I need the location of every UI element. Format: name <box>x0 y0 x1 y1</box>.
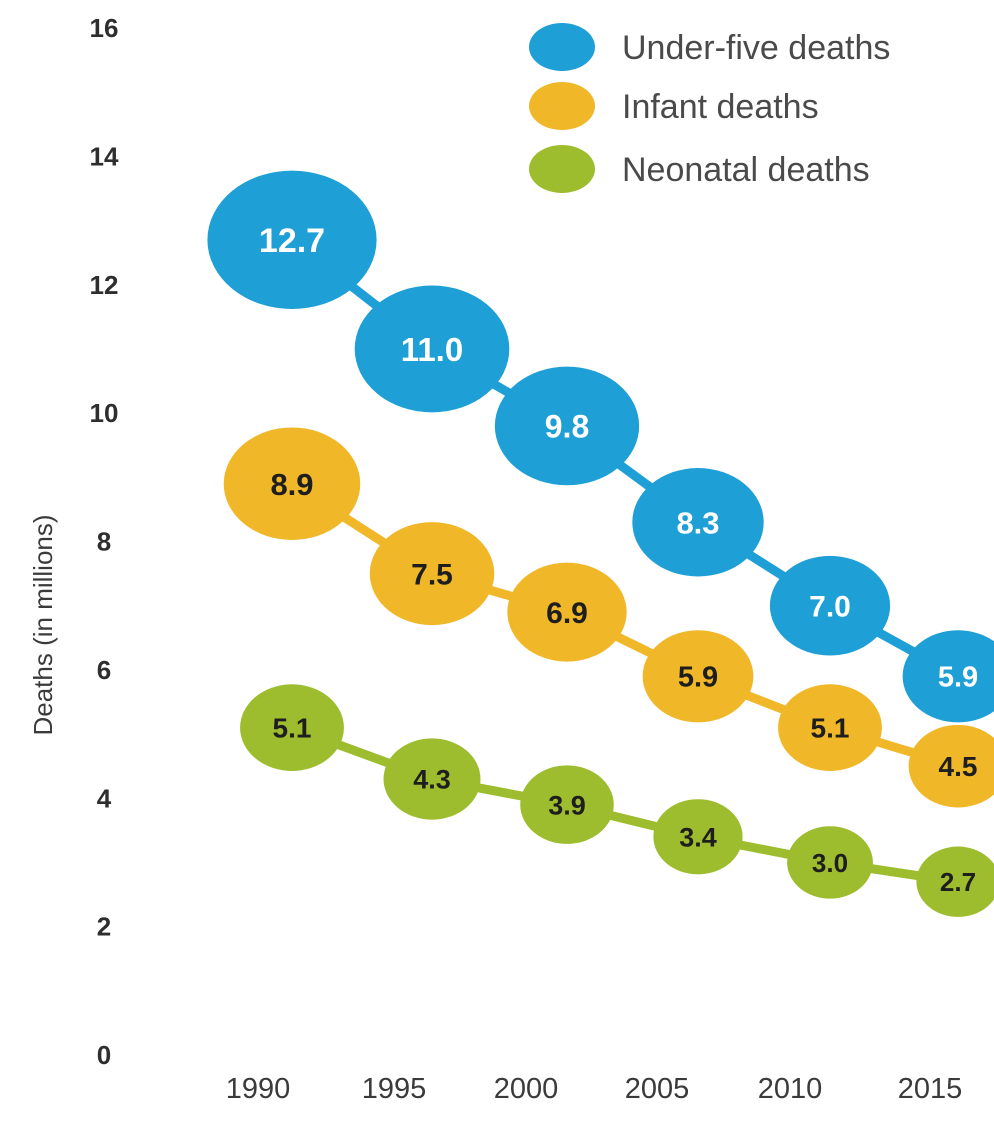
legend-label: Infant deaths <box>622 88 819 126</box>
data-point-bubble <box>494 366 640 486</box>
data-label: 4.5 <box>939 751 978 782</box>
data-label: 8.9 <box>270 467 313 502</box>
data-point-bubble <box>632 468 764 577</box>
data-label: 3.9 <box>548 790 586 820</box>
data-point-bubble <box>240 684 344 771</box>
data-label: 2.7 <box>940 867 976 897</box>
legend-swatch <box>529 145 595 193</box>
data-label: 5.9 <box>938 662 978 694</box>
y-tick-label: 8 <box>97 527 111 557</box>
x-tick-label: 2010 <box>758 1073 823 1105</box>
legend: Under-five deaths Infant deaths Neonatal d… <box>529 23 890 193</box>
legend-item: Infant deaths <box>529 82 819 130</box>
data-label: 7.5 <box>411 558 453 591</box>
data-label: 11.0 <box>401 331 463 368</box>
legend-item: Under-five deaths <box>529 23 890 71</box>
legend-label: Neonatal deaths <box>622 151 870 189</box>
legend-item: Neonatal deaths <box>529 145 870 193</box>
series-layer: 12.711.09.88.37.05.98.97.56.95.95.14.55.… <box>207 170 994 917</box>
data-point-bubble <box>902 630 994 723</box>
y-tick-label: 2 <box>97 912 111 942</box>
legend-label: Under-five deaths <box>622 29 890 67</box>
y-tick-label: 6 <box>97 655 111 685</box>
data-point-bubble <box>642 630 754 723</box>
data-point-bubble <box>383 738 481 820</box>
y-tick-label: 4 <box>97 783 112 813</box>
data-label: 12.7 <box>259 222 325 260</box>
x-tick-label: 2000 <box>494 1073 559 1105</box>
x-tick-label: 1995 <box>362 1073 427 1105</box>
data-label: 5.1 <box>811 713 850 744</box>
data-point-bubble <box>908 724 994 808</box>
data-point-bubble <box>778 684 882 771</box>
data-point-bubble <box>207 170 377 309</box>
legend-swatch <box>529 82 595 130</box>
data-label: 3.0 <box>812 848 848 878</box>
data-point-bubble <box>653 799 743 875</box>
data-point-bubble <box>354 285 510 413</box>
data-point-bubble <box>507 562 627 662</box>
data-point-bubble <box>223 427 361 540</box>
data-label: 6.9 <box>546 597 588 630</box>
data-label: 4.3 <box>413 765 451 795</box>
legend-swatch <box>529 23 595 71</box>
y-tick-label: 12 <box>90 270 119 300</box>
data-point-bubble <box>787 826 873 899</box>
data-label: 5.1 <box>273 713 312 744</box>
data-point-bubble <box>520 765 614 844</box>
data-label: 7.0 <box>809 590 851 623</box>
data-label: 5.9 <box>678 662 718 694</box>
data-label: 8.3 <box>676 505 719 540</box>
data-label: 9.8 <box>545 408 589 444</box>
data-point-bubble <box>916 846 994 917</box>
data-point-bubble <box>769 555 891 656</box>
y-axis: 0 2 4 6 8 10 12 14 16 <box>90 13 119 1070</box>
data-label: 3.4 <box>679 822 717 852</box>
series-1: 12.7 11.0 9.8 8.3 7.0 5.9 <box>207 170 994 723</box>
y-axis-label: Deaths (in millions) <box>28 514 58 735</box>
series-2: 8.9 7.5 6.9 5.9 5.1 4.5 <box>223 427 994 808</box>
y-tick-label: 16 <box>90 13 119 43</box>
y-tick-label: 10 <box>90 398 119 428</box>
x-tick-label: 2015 <box>898 1073 963 1105</box>
x-axis: 1990 1995 2000 2005 2010 2015 <box>226 1073 963 1105</box>
x-tick-label: 1990 <box>226 1073 291 1105</box>
y-tick-label: 14 <box>90 141 119 171</box>
series-3: 5.1 4.3 3.9 3.4 3.0 2.7 <box>240 684 994 917</box>
y-tick-label: 0 <box>97 1040 111 1070</box>
data-point-bubble <box>369 522 495 626</box>
x-tick-label: 2005 <box>625 1073 690 1105</box>
